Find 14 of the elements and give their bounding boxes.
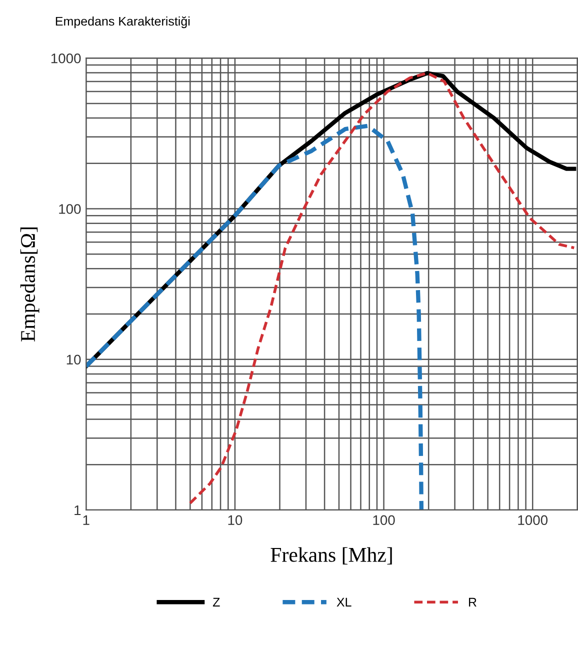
y-tick-label: 100	[59, 204, 81, 214]
y-tick-label: 1000	[51, 53, 81, 64]
y-axis-title: Empedans[Ω]	[20, 228, 40, 342]
x-tick-label: 1000	[518, 515, 548, 526]
y-tick-label: 10	[66, 354, 81, 365]
x-tick-label: 1	[83, 515, 90, 525]
chart-title: Empedans Karakteristiği	[56, 16, 190, 28]
y-tick-label: 1	[74, 505, 81, 516]
x-tick-label: 10	[228, 515, 242, 526]
legend-label: XL	[336, 598, 352, 607]
legend-label: R	[469, 598, 476, 607]
x-tick-label: 100	[373, 515, 395, 526]
legend-label: Z	[212, 598, 220, 607]
x-axis-title: Frekans [Mhz]	[270, 547, 392, 564]
